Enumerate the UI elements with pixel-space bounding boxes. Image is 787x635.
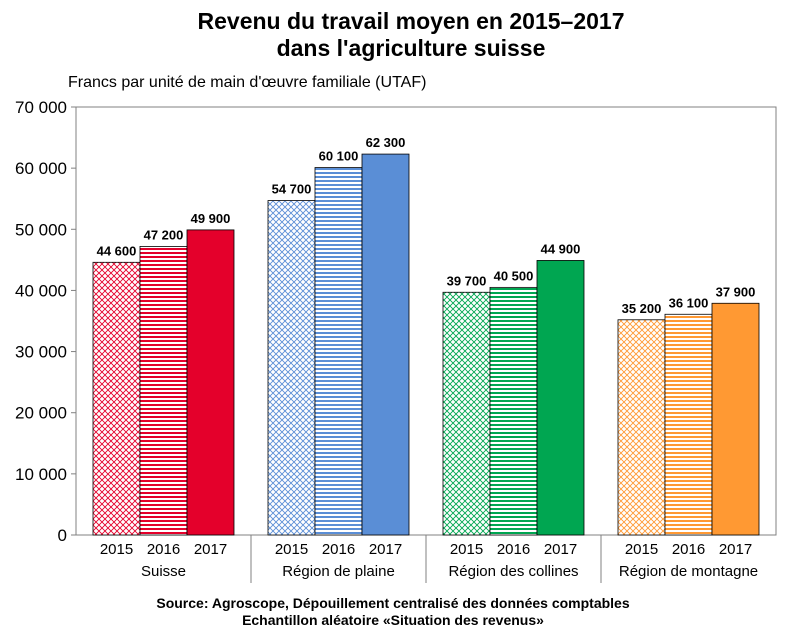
x-tick-label-year: 2017 [544,541,577,558]
bar-r-gion-de-montagne-2017 [711,302,760,536]
bar-r-gion-de-plaine-2017 [361,153,410,536]
x-tick-label-year: 2017 [719,541,752,558]
source-line-1: Source: Agroscope, Dépouillement central… [156,595,629,611]
bars [92,153,760,536]
x-tick-label-year: 2015 [625,541,658,558]
data-label: 44 900 [541,241,581,256]
bar-suisse-2016 [139,246,188,536]
data-label: 37 900 [716,284,756,299]
y-tick-label: 30 000 [15,343,67,362]
x-category-label: Suisse [141,563,186,580]
x-tick-label-year: 2015 [275,541,308,558]
x-tick-label-year: 2015 [100,541,133,558]
y-tick-label: 0 [58,526,67,545]
y-tick-label: 10 000 [15,465,67,484]
chart-title-line-1: Revenu du travail moyen en 2015–2017 [198,8,625,34]
x-tick-label-year: 2016 [672,541,705,558]
x-tick-label-year: 2015 [450,541,483,558]
data-label: 47 200 [144,227,184,242]
data-label: 60 100 [319,149,359,164]
bar-r-gion-de-plaine-2016 [314,167,363,536]
x-category-label: Région de plaine [282,563,395,580]
bar-r-gion-des-collines-2015 [442,291,491,536]
y-tick-label: 50 000 [15,220,67,239]
x-tick-label-year: 2016 [147,541,180,558]
y-tick-label: 60 000 [15,159,67,178]
y-axis-label: Francs par unité de main d'œuvre familia… [68,74,426,91]
bar-suisse-2015 [92,261,141,536]
source-line-2: Echantillon aléatoire «Situation des rev… [242,612,544,628]
x-tick-label-year: 2017 [194,541,227,558]
bar-r-gion-de-montagne-2015 [617,319,666,536]
data-labels: 44 600 47 200 49 900 54 700 60 100 62 300 39 7… [97,135,756,316]
data-label: 62 300 [366,135,406,150]
data-label: 44 600 [97,243,137,258]
axes: 0 10 000 20 000 30 000 40 000 50 000 60 000 70 … [15,98,777,583]
x-tick-label-year: 2017 [369,541,402,558]
data-label: 35 200 [622,301,662,316]
chart-title-line-2: dans l'agriculture suisse [277,35,546,61]
y-tick-label: 70 000 [15,98,67,117]
data-label: 40 500 [494,268,534,283]
bar-r-gion-des-collines-2017 [536,260,585,536]
x-category-label: Région de montagne [619,563,758,580]
y-tick-label: 40 000 [15,281,67,300]
x-tick-label-year: 2016 [497,541,530,558]
bar-r-gion-de-plaine-2015 [267,200,316,536]
data-label: 39 700 [447,273,487,288]
x-tick-label-year: 2016 [322,541,355,558]
bar-r-gion-de-montagne-2016 [664,313,713,536]
bar-suisse-2017 [186,229,235,536]
data-label: 54 700 [272,182,312,197]
y-tick-label: 20 000 [15,404,67,423]
x-category-label: Région des collines [448,563,578,580]
data-label: 36 100 [669,295,709,310]
bar-r-gion-des-collines-2016 [489,286,538,536]
data-label: 49 900 [191,211,231,226]
